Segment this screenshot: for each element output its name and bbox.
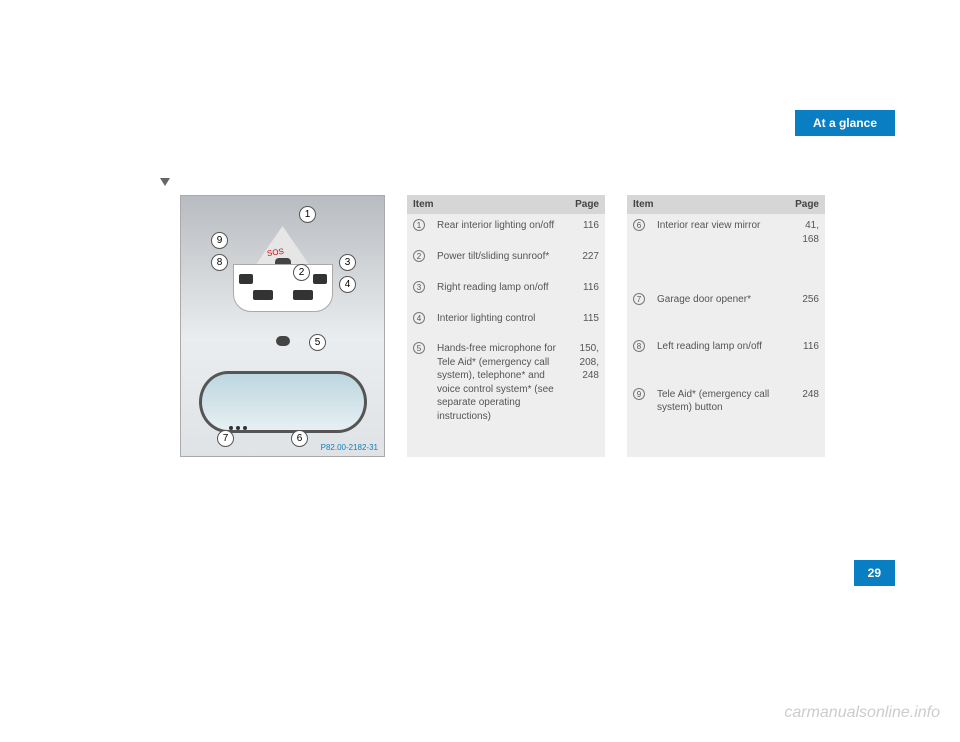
garage-opener-leds-icon xyxy=(229,421,250,433)
table-row: 5 Hands-free microphone for Tele Aid* (e… xyxy=(407,337,605,457)
right-lamp-button-icon xyxy=(313,274,327,284)
callout-5: 5 xyxy=(309,334,326,351)
callout-3: 3 xyxy=(339,254,356,271)
table-row: 6 Interior rear view mirror 41, 168 xyxy=(627,214,825,288)
row-number: 5 xyxy=(413,342,425,354)
overhead-light-shape xyxy=(233,264,333,312)
row-page: 41, 168 xyxy=(789,214,825,288)
table-row: 8 Left reading lamp on/off 116 xyxy=(627,335,825,382)
items-table-right: Item Page 6 Interior rear view mirror 41… xyxy=(627,195,825,457)
callout-4: 4 xyxy=(339,276,356,293)
table-row: 2 Power tilt/sliding sunroof* 227 xyxy=(407,245,605,276)
row-page: 256 xyxy=(789,288,825,335)
row-page: 116 xyxy=(569,276,605,307)
row-page: 115 xyxy=(569,307,605,338)
diagram-panel: SOS xyxy=(181,196,384,356)
section-tab: At a glance xyxy=(795,110,895,136)
row-page: 116 xyxy=(569,214,605,245)
items-table-left: Item Page 1 Rear interior lighting on/of… xyxy=(407,195,605,457)
table-row: 7 Garage door opener* 256 xyxy=(627,288,825,335)
table-header-page: Page xyxy=(569,195,605,214)
row-number: 8 xyxy=(633,340,645,352)
left-lamp-button-icon xyxy=(239,274,253,284)
callout-7: 7 xyxy=(217,430,234,447)
row-desc: Interior lighting control xyxy=(431,307,569,338)
row-desc: Interior rear view mirror xyxy=(651,214,789,288)
row-page: 150, 208, 248 xyxy=(569,337,605,457)
row-desc: Left reading lamp on/off xyxy=(651,335,789,382)
row-page: 248 xyxy=(789,383,825,457)
watermark: carmanualsonline.info xyxy=(784,704,940,722)
content-row: SOS 1 2 3 4 5 6 7 8 9 P82.00-2182-31 Ite… xyxy=(180,195,825,457)
rear-light-button-icon xyxy=(293,290,313,300)
callout-6: 6 xyxy=(291,430,308,447)
table-header-item: Item xyxy=(627,195,789,214)
overhead-console-diagram: SOS 1 2 3 4 5 6 7 8 9 P82.00-2182-31 xyxy=(180,195,385,457)
row-number: 6 xyxy=(633,219,645,231)
rearview-mirror-shape xyxy=(199,371,367,433)
row-desc: Garage door opener* xyxy=(651,288,789,335)
table-row: 9 Tele Aid* (emergency call system) butt… xyxy=(627,383,825,457)
table-header-item: Item xyxy=(407,195,569,214)
row-desc: Tele Aid* (emergency call system) button xyxy=(651,383,789,457)
part-number: P82.00-2182-31 xyxy=(321,443,378,452)
page-number-badge: 29 xyxy=(854,560,895,586)
row-number: 3 xyxy=(413,281,425,293)
callout-1: 1 xyxy=(299,206,316,223)
row-number: 2 xyxy=(413,250,425,262)
row-page: 227 xyxy=(569,245,605,276)
row-number: 1 xyxy=(413,219,425,231)
table-header-page: Page xyxy=(789,195,825,214)
microphone-icon xyxy=(276,336,290,346)
triangle-marker-icon xyxy=(160,178,170,186)
row-page: 116 xyxy=(789,335,825,382)
interior-light-button-icon xyxy=(253,290,273,300)
row-number: 4 xyxy=(413,312,425,324)
row-number: 7 xyxy=(633,293,645,305)
callout-8: 8 xyxy=(211,254,228,271)
table-row: 4 Interior lighting control 115 xyxy=(407,307,605,338)
row-desc: Rear interior lighting on/off xyxy=(431,214,569,245)
row-desc: Power tilt/sliding sunroof* xyxy=(431,245,569,276)
table-row: 3 Right reading lamp on/off 116 xyxy=(407,276,605,307)
callout-2: 2 xyxy=(293,264,310,281)
row-desc: Right reading lamp on/off xyxy=(431,276,569,307)
row-number: 9 xyxy=(633,388,645,400)
row-desc: Hands-free microphone for Tele Aid* (eme… xyxy=(431,337,569,457)
callout-9: 9 xyxy=(211,232,228,249)
table-row: 1 Rear interior lighting on/off 116 xyxy=(407,214,605,245)
